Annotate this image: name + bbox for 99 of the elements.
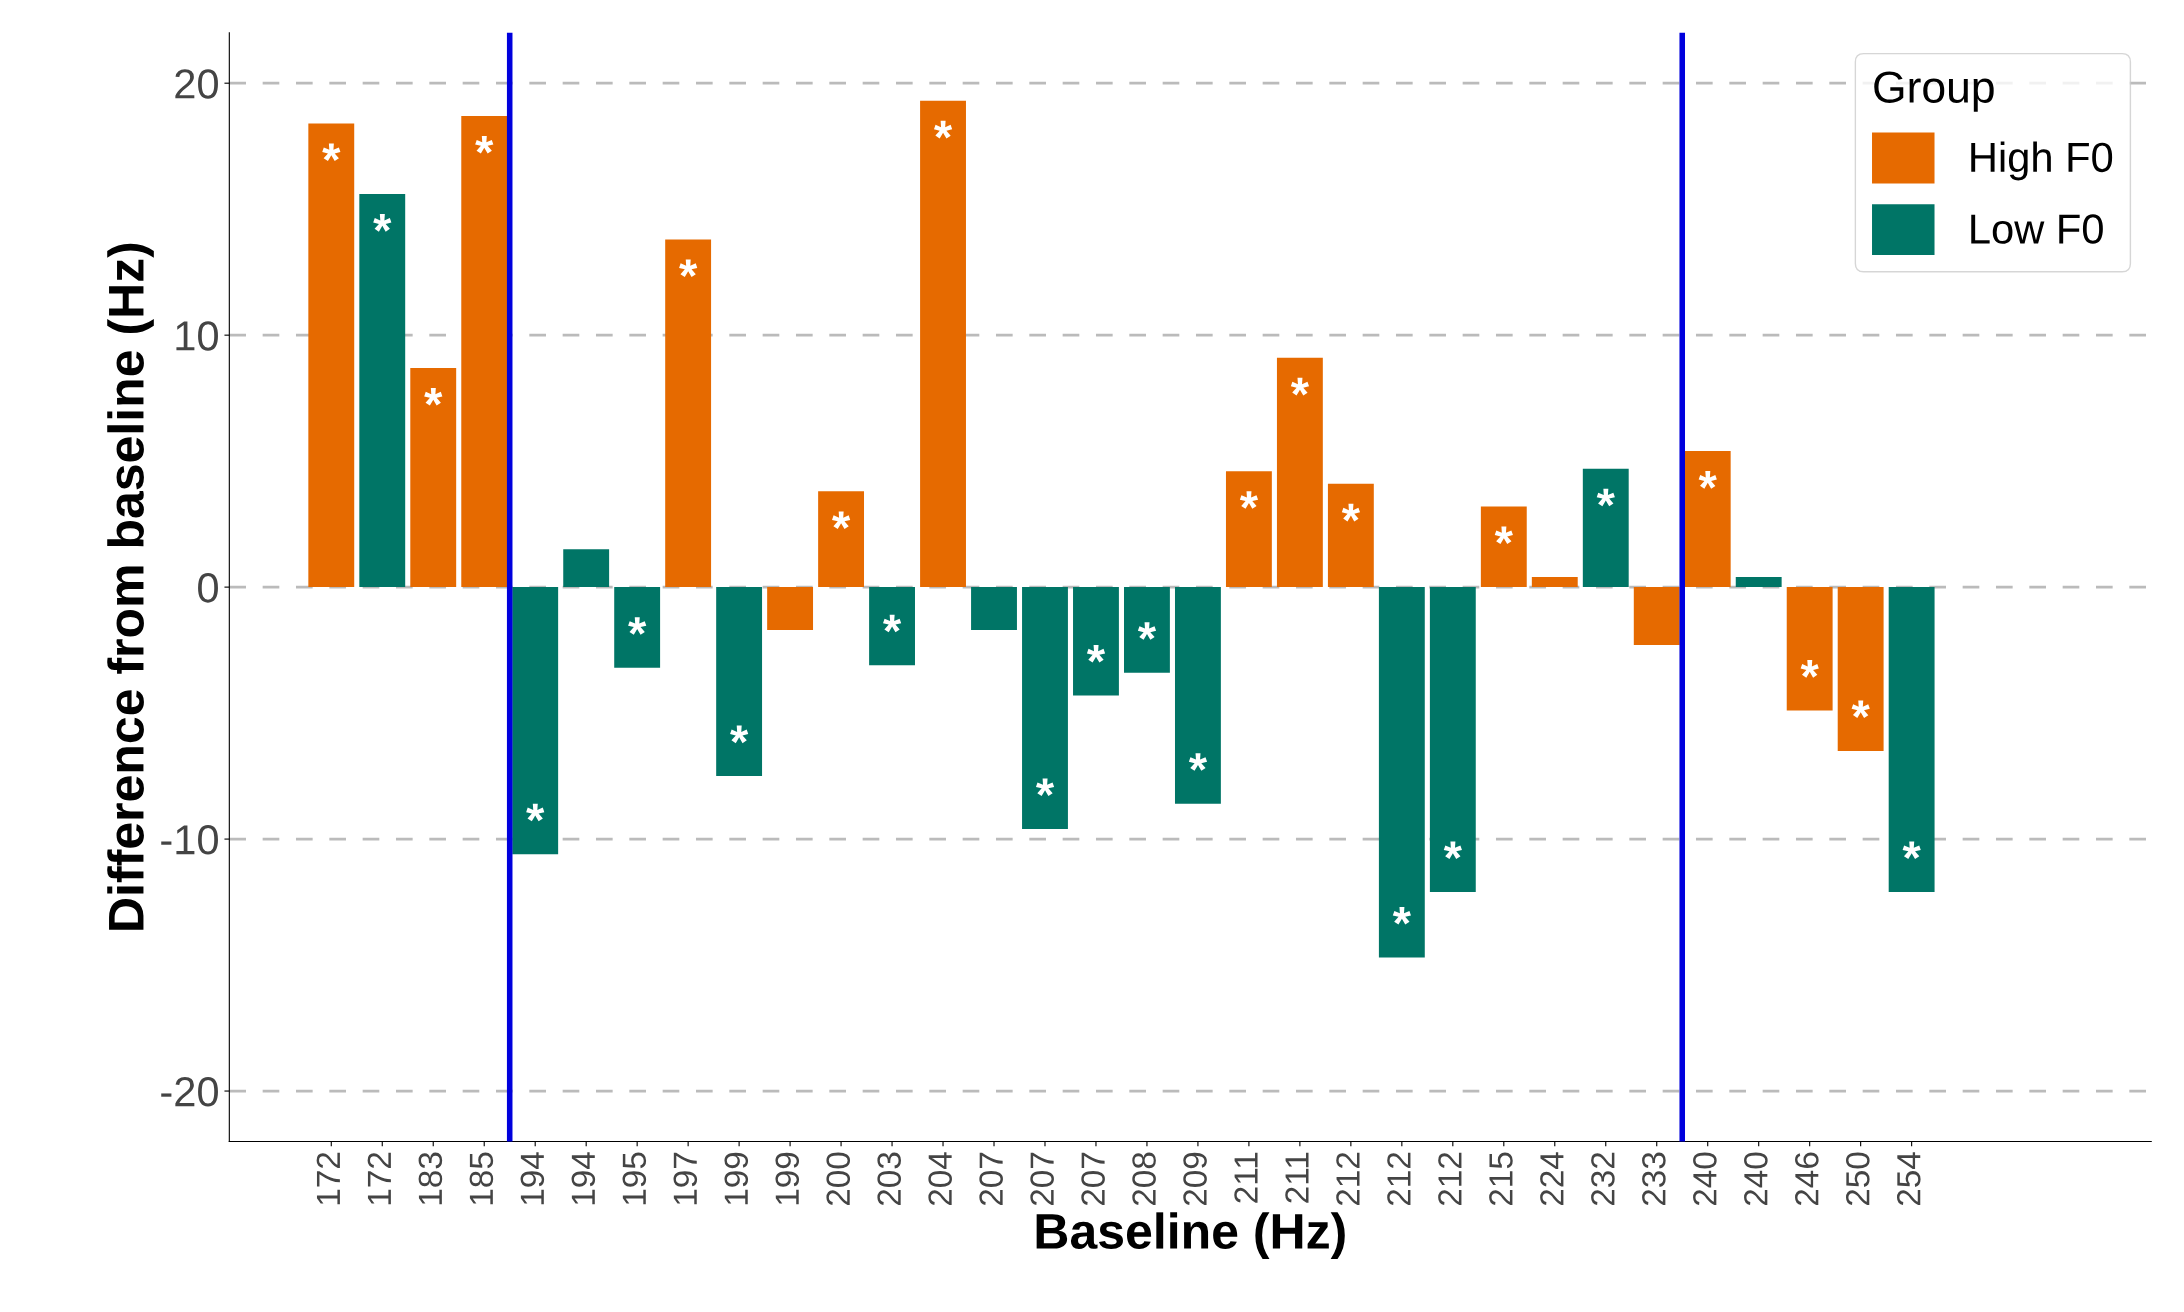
x-tick-label: 211 (1285, 1152, 1309, 1203)
data-label: * (832, 511, 851, 529)
legend-title: Group (1874, 71, 1994, 112)
bar (1480, 506, 1527, 588)
data-label: * (883, 614, 902, 633)
x-tick-label: 215 (1489, 1152, 1513, 1206)
x-tick-label: 250 (1846, 1152, 1870, 1206)
legend-label: Low F0 (1971, 214, 2103, 244)
data-label: * (1086, 644, 1106, 663)
x-tick-label: 254 (1896, 1152, 1921, 1206)
x-tick-label: 200 (826, 1152, 851, 1206)
data-label: * (933, 120, 953, 139)
x-tick-label: 204 (928, 1152, 952, 1206)
bar (1429, 587, 1476, 892)
bar (1633, 587, 1680, 646)
bar (767, 587, 814, 630)
legend-label: High F0 (1971, 141, 2113, 181)
x-tick-label: 172 (367, 1152, 391, 1205)
x-tick-label: 199 (775, 1152, 800, 1205)
bar (1378, 587, 1425, 958)
data-label: * (1392, 906, 1411, 925)
bar (512, 587, 559, 855)
y-axis-title: Difference from baseline (Hz) (107, 243, 154, 930)
data-label: * (628, 617, 647, 635)
y-tick-label: -20 (161, 1077, 218, 1107)
data-label: * (1188, 753, 1208, 771)
bar (1888, 587, 1935, 892)
data-label: * (1239, 491, 1259, 509)
bar (665, 239, 712, 588)
x-tick-label: 183 (418, 1152, 443, 1205)
bar (359, 194, 406, 588)
bar (1327, 483, 1374, 588)
data-label: * (1596, 488, 1615, 507)
data-label: * (1341, 503, 1360, 522)
bar (716, 587, 763, 777)
y-tick-label: 0 (198, 573, 218, 603)
bar (1531, 577, 1578, 588)
data-label: * (424, 387, 443, 406)
bar (920, 100, 966, 588)
x-tick-label: 212 (1438, 1152, 1462, 1206)
bar (1582, 468, 1629, 588)
x-tick-label: 240 (1744, 1152, 1768, 1206)
x-tick-label: 232 (1591, 1152, 1615, 1206)
x-tick-label: 194 (571, 1152, 596, 1205)
y-tick-label: -10 (161, 825, 218, 855)
data-label: * (1035, 778, 1055, 797)
x-tick-label: 195 (622, 1152, 647, 1205)
bar (1022, 587, 1068, 830)
x-tick-label: 208 (1132, 1152, 1156, 1206)
x-tick-label: 212 (1336, 1152, 1360, 1206)
data-label: * (475, 135, 494, 154)
y-tick-label: 20 (175, 69, 218, 99)
x-tick-label: 199 (724, 1152, 749, 1205)
x-tick-label: 207 (979, 1152, 1003, 1206)
bar (1174, 587, 1221, 804)
x-tick-label: 209 (1183, 1152, 1207, 1206)
x-tick-label: 207 (1030, 1152, 1054, 1206)
data-label: * (1698, 471, 1717, 489)
data-label: * (1902, 841, 1921, 860)
data-label: * (1494, 526, 1513, 545)
data-label: * (679, 259, 698, 278)
x-tick-label: 233 (1642, 1152, 1666, 1206)
bar (1225, 471, 1272, 588)
bar (563, 549, 610, 588)
x-axis-title: Baseline (Hz) (1036, 1212, 1345, 1259)
y-tick-label: 10 (176, 321, 218, 351)
x-tick-label: 224 (1540, 1152, 1564, 1206)
data-label: * (526, 803, 545, 822)
bar (1124, 587, 1170, 673)
x-tick-label: 211 (1234, 1152, 1258, 1203)
bar (308, 123, 355, 588)
x-tick-label: 212 (1387, 1152, 1411, 1206)
x-tick-label: 207 (1081, 1152, 1105, 1206)
data-label: * (1290, 377, 1310, 396)
bar (1786, 587, 1833, 711)
x-tick-label: 172 (316, 1152, 340, 1205)
data-label: * (730, 725, 749, 744)
x-tick-label: 240 (1693, 1152, 1717, 1206)
x-tick-label: 194 (520, 1152, 545, 1205)
x-tick-label: 185 (469, 1152, 494, 1205)
data-label: * (322, 143, 341, 162)
bar (1684, 451, 1731, 588)
bar (869, 587, 915, 666)
data-label: * (1851, 700, 1870, 718)
x-tick-label: 197 (673, 1152, 698, 1205)
bar (1276, 357, 1323, 588)
data-label: * (1137, 622, 1157, 640)
bar (1837, 587, 1884, 751)
bar (971, 587, 1017, 630)
data-label: * (1800, 660, 1819, 678)
bar (410, 367, 457, 588)
bar (614, 587, 661, 668)
data-label: * (1443, 841, 1462, 860)
bar (1073, 587, 1119, 696)
x-tick-label: 203 (877, 1152, 901, 1206)
data-label: * (373, 214, 392, 232)
x-tick-label: 246 (1795, 1152, 1819, 1206)
bar (818, 491, 865, 588)
bar (1735, 577, 1782, 588)
